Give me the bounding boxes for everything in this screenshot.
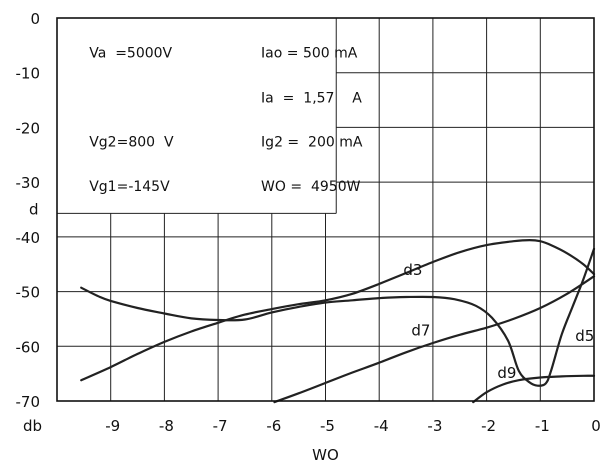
x-axis-label: WO <box>312 446 339 464</box>
x-tick-label: -6 <box>266 417 281 435</box>
parameter-label: Iao = 500 mA <box>261 45 358 61</box>
parameter-box <box>57 18 337 214</box>
series-line-d7 <box>273 275 596 404</box>
series-label-d9: d9 <box>497 364 516 382</box>
series-line-d5 <box>80 247 596 387</box>
series-line-d3 <box>80 239 596 382</box>
x-tick-label: -4 <box>374 417 389 435</box>
x-tick-label: -8 <box>159 417 174 435</box>
parameter-label: Vg1=-145V <box>89 179 170 195</box>
x-unit-label: db <box>23 417 42 435</box>
y-tick-label: 0 <box>30 10 40 28</box>
y-axis-label: d <box>29 201 39 219</box>
series-line-d9 <box>472 374 596 404</box>
y-tick-labels: 0 -10 -20 -30 -40 -50 -60 -70 <box>16 10 41 411</box>
series-label-d5: d5 <box>575 327 594 345</box>
y-tick-label: -60 <box>16 338 41 356</box>
x-tick-label: -1 <box>535 417 550 435</box>
parameter-text-layer: Va =5000V Iao = 500 mA Ia = 1,57 A Vg2=800 … <box>57 18 363 214</box>
y-tick-label: -10 <box>16 65 41 83</box>
series-label-d7: d7 <box>411 321 430 339</box>
x-tick-labels: -9 -8 -7 -6 -5 -4 -3 -2 -1 0 <box>105 417 600 435</box>
y-tick-label: -70 <box>16 393 41 411</box>
series-label-d3: d3 <box>403 261 422 279</box>
parameter-label: Vg2=800 V <box>89 135 174 151</box>
curve-layer <box>80 239 596 404</box>
x-tick-label: -3 <box>427 417 442 435</box>
x-tick-label: -7 <box>213 417 228 435</box>
x-tick-label: -2 <box>481 417 496 435</box>
series-label-layer: d3 d5 d7 d9 <box>403 261 594 382</box>
y-tick-label: -20 <box>16 119 41 137</box>
y-tick-label: -50 <box>16 284 41 302</box>
x-tick-label: 0 <box>591 417 600 435</box>
y-tick-label: -40 <box>16 229 41 247</box>
plot-frame <box>56 17 595 402</box>
parameter-label: Ia = 1,57 A <box>261 90 362 106</box>
y-tick-label: -30 <box>16 174 41 192</box>
parameter-label: Va =5000V <box>89 45 172 61</box>
x-tick-label: -5 <box>320 417 335 435</box>
x-tick-label: -9 <box>105 417 120 435</box>
parameter-label: WO = 4950W <box>261 179 361 195</box>
parameter-label: Ig2 = 200 mA <box>261 135 363 151</box>
